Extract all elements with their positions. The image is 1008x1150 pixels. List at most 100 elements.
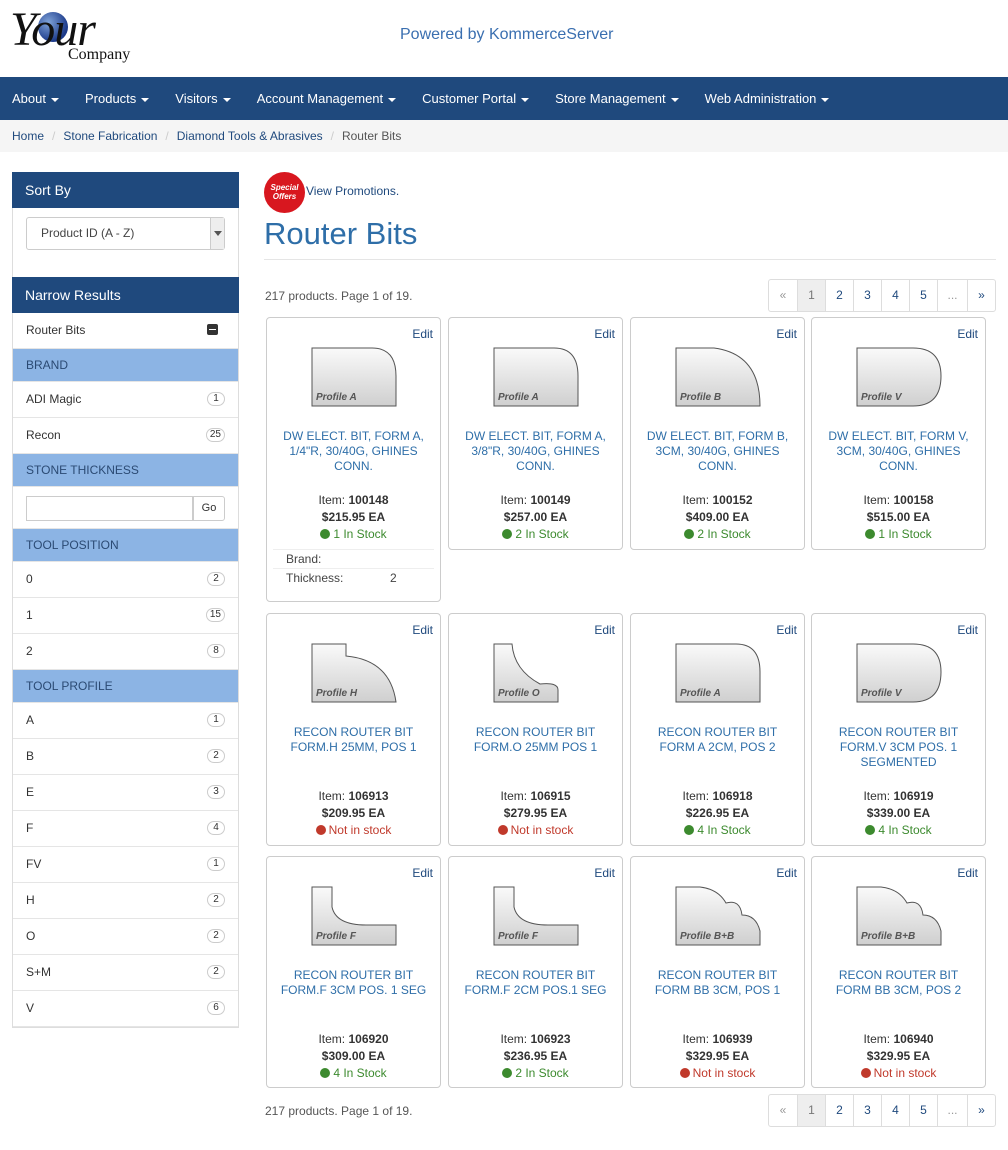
product-name-link[interactable]: RECON ROUTER BIT FORM.F 2CM POS.1 SEG <box>464 968 607 997</box>
position-filter-item[interactable]: 1 15 <box>13 598 238 634</box>
page-link[interactable]: « <box>779 288 787 302</box>
breadcrumb-link[interactable]: Stone Fabrication <box>63 129 158 143</box>
edit-link[interactable]: Edit <box>412 866 433 880</box>
product-card[interactable]: Edit Profile O RECON ROUTER BIT FORM.O 25M… <box>448 613 623 846</box>
page-link[interactable]: 3 <box>853 1095 881 1126</box>
product-name-link[interactable]: RECON ROUTER BIT FORM.V 3CM POS. 1 SEGME… <box>838 725 959 769</box>
product-image[interactable]: Profile A <box>492 346 580 408</box>
product-name-link[interactable]: RECON ROUTER BIT FORM.H 25MM, POS 1 <box>290 725 417 754</box>
remove-filter-icon[interactable] <box>207 324 218 335</box>
page-link[interactable]: 2 <box>825 280 853 311</box>
product-name-link[interactable]: RECON ROUTER BIT FORM.F 3CM POS. 1 SEG <box>280 968 427 997</box>
page-link[interactable]: 4 <box>881 1095 909 1126</box>
page-link[interactable]: 3 <box>853 280 881 311</box>
edit-link[interactable]: Edit <box>594 866 615 880</box>
edit-link[interactable]: Edit <box>957 327 978 341</box>
sort-select[interactable]: Product ID (A - Z) <box>26 217 225 250</box>
product-name-link[interactable]: DW ELECT. BIT, FORM A, 1/4"R, 30/40G, GH… <box>283 429 424 473</box>
product-image[interactable]: Profile A <box>674 642 762 704</box>
profile-filter-item[interactable]: FV 1 <box>13 847 238 883</box>
special-offers-seal[interactable]: Special Offers <box>264 172 305 213</box>
edit-link[interactable]: Edit <box>412 623 433 637</box>
page-link[interactable]: « <box>779 1103 787 1117</box>
product-card[interactable]: Edit Profile F RECON ROUTER BIT FORM.F 2CM… <box>448 856 623 1088</box>
page-link[interactable]: » <box>967 1095 995 1126</box>
product-card[interactable]: Edit Profile A DW ELECT. BIT, FORM A, 1/4"… <box>266 317 441 602</box>
nav-item[interactable]: About <box>12 91 59 106</box>
product-card[interactable]: Edit Profile A DW ELECT. BIT, FORM A, 3/8"… <box>448 317 623 550</box>
powered-by-link[interactable]: Powered by KommerceServer <box>400 26 614 43</box>
nav-item[interactable]: Visitors <box>175 91 231 106</box>
product-name-link[interactable]: DW ELECT. BIT, FORM A, 3/8"R, 30/40G, GH… <box>465 429 606 473</box>
product-card[interactable]: Edit Profile A RECON ROUTER BIT FORM A 2CM… <box>630 613 805 846</box>
edit-link[interactable]: Edit <box>412 327 433 341</box>
page-link[interactable]: 5 <box>909 1095 937 1126</box>
page-link[interactable]: 5 <box>909 280 937 311</box>
view-promotions-link[interactable]: View Promotions. <box>306 184 400 198</box>
page-link[interactable]: » <box>967 280 995 311</box>
nav-item[interactable]: Web Administration <box>705 91 830 106</box>
nav-item[interactable]: Products <box>85 91 150 106</box>
product-name-link[interactable]: RECON ROUTER BIT FORM BB 3CM, POS 1 <box>654 968 781 997</box>
selected-filter-router-bits[interactable]: Router Bits <box>13 313 238 349</box>
product-image[interactable]: Profile B+B <box>674 885 762 947</box>
page-link[interactable]: ... <box>937 280 967 311</box>
product-name-link[interactable]: RECON ROUTER BIT FORM A 2CM, POS 2 <box>657 725 778 754</box>
results-count-bottom: 217 products. Page 1 of 19. <box>265 1104 413 1118</box>
product-card[interactable]: Edit Profile B+B RECON ROUTER BIT FORM BB … <box>811 856 986 1088</box>
brand-filter-item[interactable]: Recon 25 <box>13 418 238 454</box>
nav-item[interactable]: Account Management <box>257 91 397 106</box>
edit-link[interactable]: Edit <box>957 623 978 637</box>
product-name-link[interactable]: RECON ROUTER BIT FORM.O 25MM POS 1 <box>473 725 598 754</box>
page-link[interactable]: 2 <box>825 1095 853 1126</box>
product-card[interactable]: Edit Profile V RECON ROUTER BIT FORM.V 3CM… <box>811 613 986 846</box>
page-link[interactable]: 4 <box>881 280 909 311</box>
company-logo[interactable]: Your Company <box>10 2 150 68</box>
nav-item[interactable]: Customer Portal <box>422 91 530 106</box>
sort-panel: Sort By Product ID (A - Z) <box>12 172 239 290</box>
page-link[interactable]: 1 <box>797 1095 825 1126</box>
product-card[interactable]: Edit Profile F RECON ROUTER BIT FORM.F 3CM… <box>266 856 441 1088</box>
product-image[interactable]: Profile A <box>310 346 398 408</box>
nav-item[interactable]: Store Management <box>555 91 679 106</box>
edit-link[interactable]: Edit <box>594 327 615 341</box>
product-image[interactable]: Profile V <box>855 346 943 408</box>
product-card[interactable]: Edit Profile V DW ELECT. BIT, FORM V, 3CM,… <box>811 317 986 550</box>
edit-link[interactable]: Edit <box>776 866 797 880</box>
product-image[interactable]: Profile H <box>310 642 398 704</box>
product-image[interactable]: Profile O <box>492 642 580 704</box>
product-image[interactable]: Profile B <box>674 346 762 408</box>
product-card[interactable]: Edit Profile H RECON ROUTER BIT FORM.H 25M… <box>266 613 441 846</box>
item-number: Item: 100158 <box>812 493 985 507</box>
brand-filter-item[interactable]: ADI Magic 1 <box>13 382 238 418</box>
product-image[interactable]: Profile F <box>310 885 398 947</box>
thickness-input[interactable] <box>26 496 193 521</box>
product-image[interactable]: Profile V <box>855 642 943 704</box>
product-name-link[interactable]: DW ELECT. BIT, FORM V, 3CM, 30/40G, GHIN… <box>828 429 969 473</box>
edit-link[interactable]: Edit <box>776 623 797 637</box>
product-name-link[interactable]: DW ELECT. BIT, FORM B, 3CM, 30/40G, GHIN… <box>646 429 789 473</box>
product-card[interactable]: Edit Profile B DW ELECT. BIT, FORM B, 3CM,… <box>630 317 805 550</box>
go-button[interactable]: Go <box>193 496 225 521</box>
edit-link[interactable]: Edit <box>594 623 615 637</box>
page-link[interactable]: 1 <box>797 280 825 311</box>
product-card[interactable]: Edit Profile B+B RECON ROUTER BIT FORM BB … <box>630 856 805 1088</box>
edit-link[interactable]: Edit <box>957 866 978 880</box>
page-link[interactable]: ... <box>937 1095 967 1126</box>
breadcrumb-link[interactable]: Diamond Tools & Abrasives <box>176 129 323 143</box>
product-image[interactable]: Profile B+B <box>855 885 943 947</box>
breadcrumb-link[interactable]: Home <box>12 129 45 143</box>
edit-link[interactable]: Edit <box>776 327 797 341</box>
product-name-link[interactable]: RECON ROUTER BIT FORM BB 3CM, POS 2 <box>835 968 962 997</box>
profile-filter-item[interactable]: S+M 2 <box>13 955 238 991</box>
product-image[interactable]: Profile F <box>492 885 580 947</box>
